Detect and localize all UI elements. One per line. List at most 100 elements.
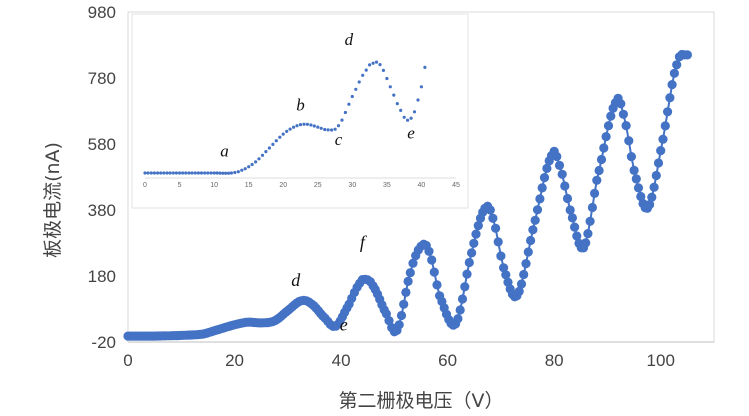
data-point [519,269,529,280]
inset-data-point [267,146,271,150]
data-point [653,158,664,168]
main-series [123,49,693,341]
inset-data-point [305,122,309,126]
inset-x-tick-label: 40 [418,182,426,189]
inset-data-point [184,171,188,175]
inset-x-tick-label: 15 [245,182,253,189]
data-point [457,294,468,304]
inset-x-tick-label: 45 [452,182,460,189]
inset-x-tick-label: 20 [279,182,287,189]
inset-data-point [209,171,213,175]
inset-data-point [340,118,344,122]
inset-annotation-d: d [345,30,354,49]
inset-data-point [240,168,244,172]
data-point [542,163,552,173]
data-point [471,229,481,239]
inset-x-tick-label: 0 [143,182,147,189]
data-point [606,111,616,121]
inset-data-point [212,171,216,175]
inset-data-point [368,63,372,67]
inset-data-point [278,135,282,139]
data-point [651,170,661,181]
data-point [394,320,404,330]
data-point [570,222,580,232]
data-point [469,238,479,248]
inset-data-point [402,115,406,119]
inset-data-point [264,150,268,154]
data-point [616,99,626,109]
inset-data-point [388,85,392,89]
x-tick-label: 20 [225,351,244,370]
inset-data-point [295,124,299,128]
inset-data-point [347,102,351,106]
data-point [585,216,595,226]
inset-data-point [143,171,147,175]
inset-data-point [229,171,233,175]
inset-data-point [206,171,210,175]
data-point [453,314,463,324]
data-point [488,213,498,223]
inset-data-point [247,165,251,169]
data-point [581,238,591,248]
data-point [656,146,666,156]
x-tick-label: 0 [123,351,132,370]
inset-annotation-b: b [296,95,305,114]
inset-x-tick-label: 10 [210,182,218,189]
inset-data-point [159,171,163,175]
inset-data-point [218,171,222,175]
y-tick-label: 180 [88,267,116,286]
inset-data-point [187,171,191,175]
inset-data-point [357,80,361,84]
data-point [491,223,501,233]
data-point [501,270,511,280]
annotation-d: d [291,270,301,290]
inset-data-point [378,63,382,67]
data-point [665,93,675,103]
inset-data-point [199,171,204,175]
inset-series [143,60,427,175]
data-point [521,259,531,269]
inset-data-point [343,110,347,115]
inset-x-tick-labels: 0 5 10 15 20 25 30 35 40 45 [143,182,460,189]
inset-data-point [274,139,278,143]
data-point [592,175,602,185]
inset-data-point [371,61,375,65]
data-point [669,68,680,78]
data-point [621,121,631,131]
y-tick-label: 380 [88,201,116,220]
inset-data-point [285,129,289,133]
data-point [460,282,470,292]
data-point [424,246,434,256]
data-point [455,305,465,315]
data-point [603,121,614,131]
data-point [587,202,598,213]
inset-data-point [152,171,156,175]
inset-data-point [168,171,172,175]
data-point [631,174,641,184]
annotation-e: e [340,314,348,334]
data-point [658,134,668,144]
inset-data-point [288,127,292,131]
y-tick-labels: -20 180 380 580 780 980 [88,3,116,352]
data-point [462,269,472,279]
inset-x-tick-label: 30 [348,182,356,189]
inset-frame [131,13,469,209]
inset-data-point [423,65,427,69]
inset-annotation-a: a [220,141,229,160]
data-point [399,299,409,309]
inset-data-point [326,128,330,132]
data-point [401,287,411,297]
x-tick-label: 80 [545,351,564,370]
inset-data-point [281,132,285,136]
data-point [532,205,543,215]
inset-data-point [298,123,303,127]
data-point [667,80,677,90]
inset-data-point [174,171,178,175]
inset-annotations: a b c d e [220,30,415,160]
inset-data-point [257,157,261,161]
inset-data-point [350,94,354,99]
data-point [645,200,655,210]
inset-data-point [236,170,240,174]
data-point [583,229,593,239]
